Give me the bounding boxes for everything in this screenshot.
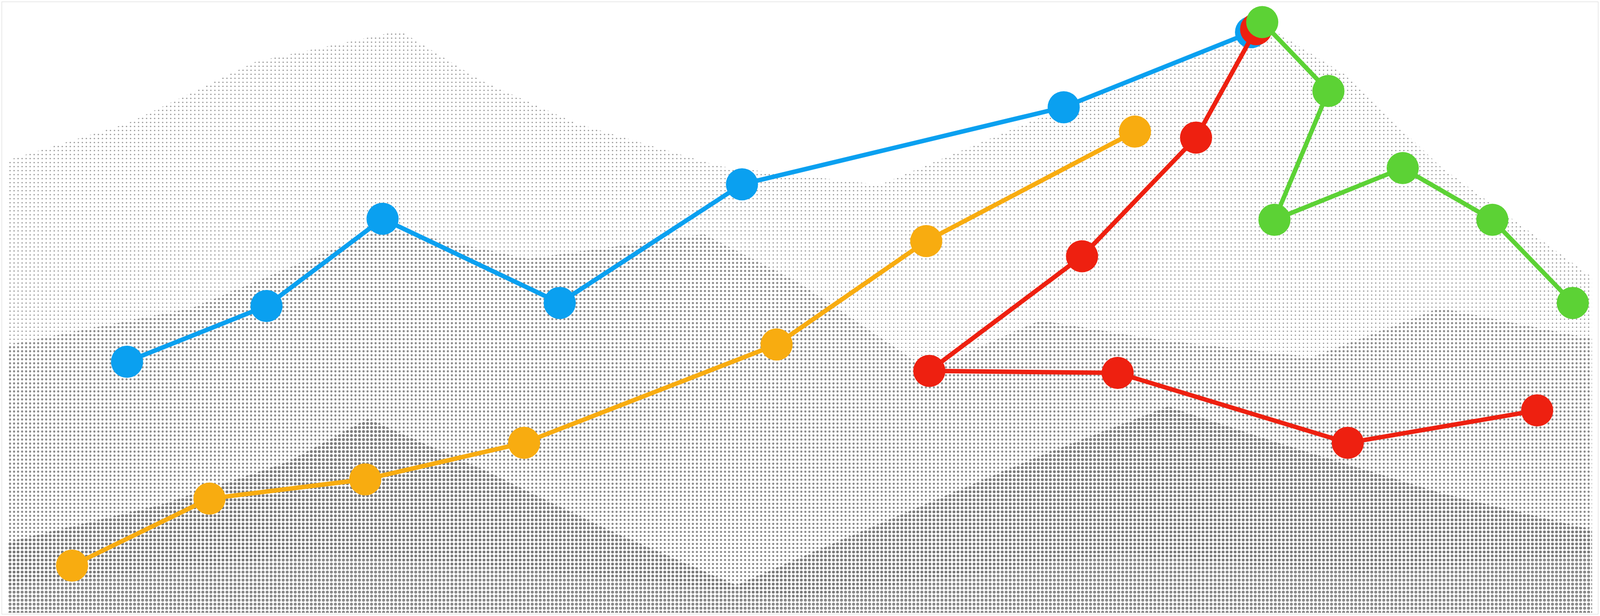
point [193,482,226,516]
series-line [127,32,1252,362]
point [913,354,946,387]
series [111,16,1268,379]
point [1556,286,1589,320]
point [1331,427,1364,460]
mountain [8,554,1592,614]
plot-frame [1,1,1599,615]
point [1065,240,1098,273]
point [1386,152,1419,185]
point [366,202,399,235]
point [760,328,793,361]
point [1521,394,1554,427]
point [1101,357,1134,390]
point [1312,74,1345,108]
point [543,286,576,320]
point [1258,203,1291,237]
series-line [71,131,1135,566]
point [1246,5,1279,38]
point [250,290,283,323]
mountain [8,24,1592,614]
background [8,24,1592,614]
series-line [1262,21,1573,304]
series [1246,5,1589,320]
point [111,345,144,379]
point [725,168,758,201]
series [55,115,1152,582]
point [507,427,541,460]
series-line [929,29,1538,443]
point [1047,91,1080,124]
chart [0,0,1600,616]
series [913,12,1554,459]
point [1180,121,1213,154]
point [1118,115,1152,148]
mountain [8,228,1592,614]
mountain [8,406,1592,614]
point [910,224,943,258]
point [1476,203,1509,237]
point [55,549,88,582]
plot-area [55,5,1589,582]
point [349,463,382,496]
